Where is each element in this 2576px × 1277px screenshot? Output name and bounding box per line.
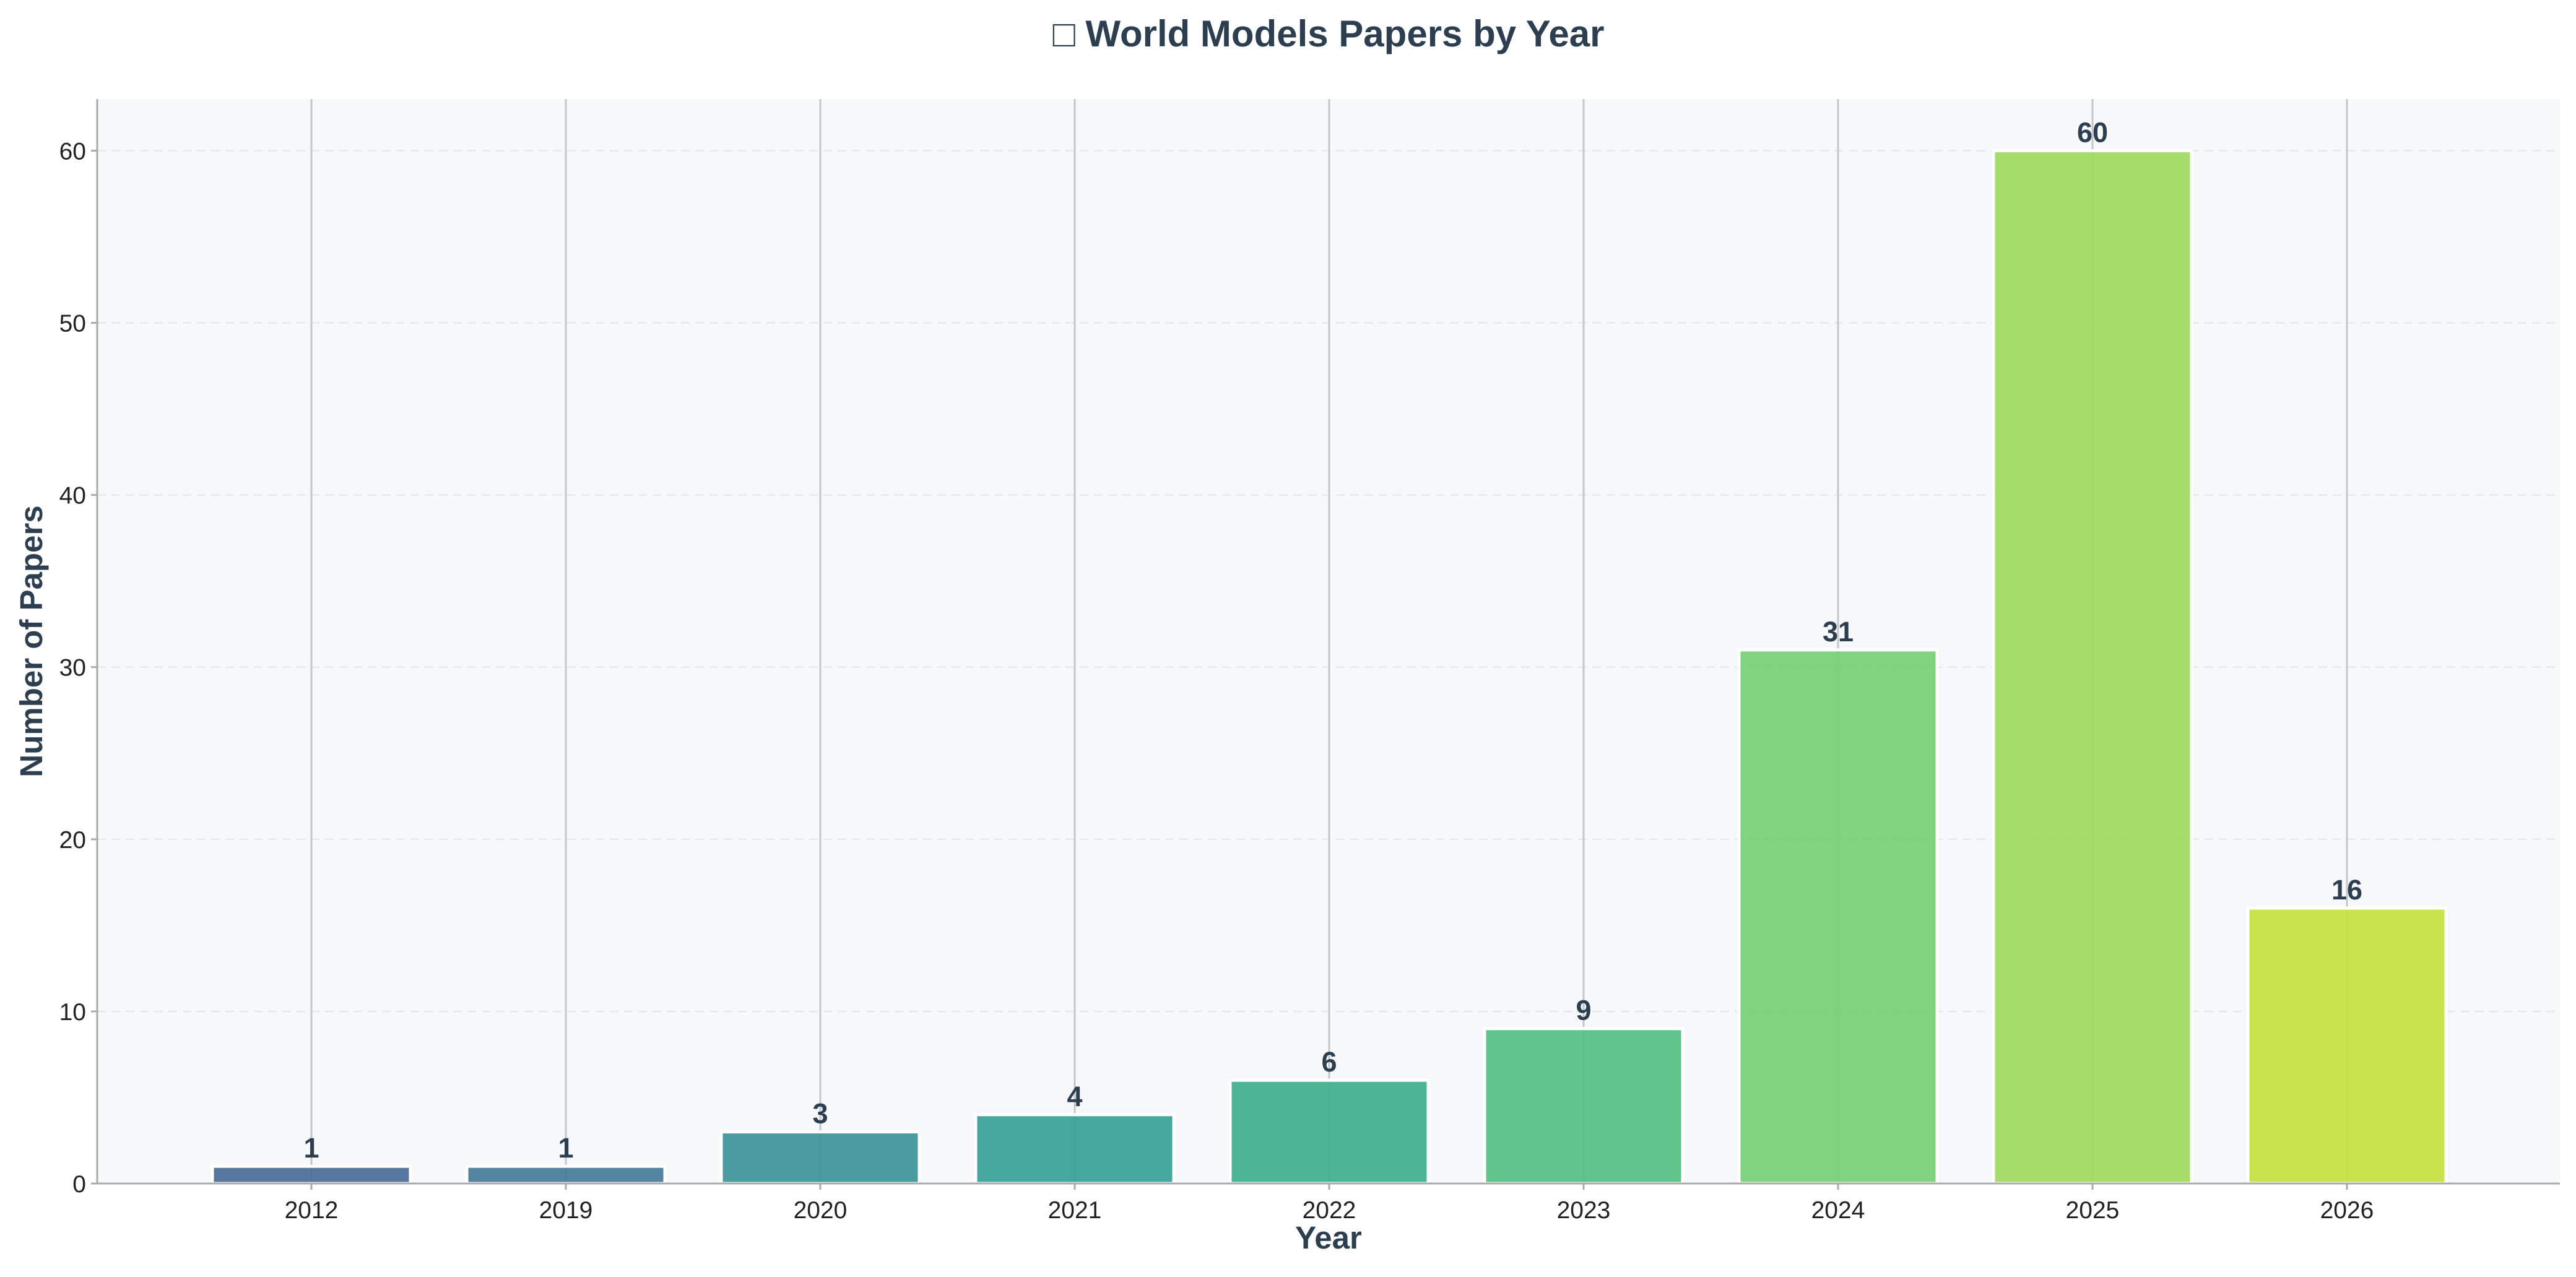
bar-2012 — [210, 1164, 412, 1185]
x-tick-label: 2026 — [2320, 1197, 2374, 1224]
data-label-2022: 6 — [1321, 1046, 1337, 1078]
bars-group — [210, 149, 2448, 1185]
x-tick-label: 2020 — [794, 1197, 848, 1224]
x-axis-label: Year — [1295, 1220, 1362, 1255]
x-tick-label: 2024 — [1811, 1197, 1865, 1224]
y-tick-label: 50 — [59, 311, 86, 337]
data-label-2019: 1 — [558, 1132, 573, 1164]
y-tick-label: 20 — [59, 827, 86, 854]
x-tick-label: 2012 — [285, 1197, 339, 1224]
y-tick-label: 60 — [59, 138, 86, 165]
data-label-2021: 4 — [1067, 1081, 1082, 1112]
data-label-2020: 3 — [812, 1098, 828, 1130]
bar-2023 — [1483, 1027, 1685, 1185]
bar-2020 — [719, 1130, 921, 1185]
bar-2026 — [2246, 906, 2448, 1185]
data-label-2026: 16 — [2331, 874, 2362, 906]
x-tick-labels: 2012 2019 2020 2021 2022 2023 2024 2025 2026 — [285, 1184, 2374, 1224]
data-labels-group: 1 1 3 4 6 9 31 60 16 — [303, 116, 2362, 1164]
x-tick-label: 2019 — [539, 1197, 593, 1224]
x-tick-label: 2022 — [1303, 1197, 1356, 1224]
x-tick-label: 2021 — [1048, 1197, 1102, 1224]
bar-2021 — [974, 1113, 1176, 1185]
y-tick-label: 40 — [59, 483, 86, 509]
y-tick-labels: 0 10 20 30 40 50 60 — [59, 138, 97, 1198]
chart-title: □ World Models Papers by Year — [1052, 13, 1604, 54]
data-label-2023: 9 — [1576, 995, 1591, 1026]
x-tick-label: 2025 — [2066, 1197, 2120, 1224]
data-label-2025: 60 — [2077, 116, 2108, 148]
y-axis-label: Number of Papers — [14, 505, 49, 777]
data-label-2024: 31 — [1823, 616, 1854, 647]
bar-2019 — [465, 1164, 667, 1185]
y-tick-label: 30 — [59, 655, 86, 682]
x-tick-label: 2023 — [1557, 1197, 1611, 1224]
y-tick-label: 0 — [72, 1171, 86, 1198]
bar-2024 — [1737, 648, 1939, 1185]
bar-2025 — [1992, 149, 2193, 1185]
y-tick-label: 10 — [59, 999, 86, 1026]
data-label-2012: 1 — [303, 1132, 319, 1164]
bar-2022 — [1228, 1078, 1430, 1185]
